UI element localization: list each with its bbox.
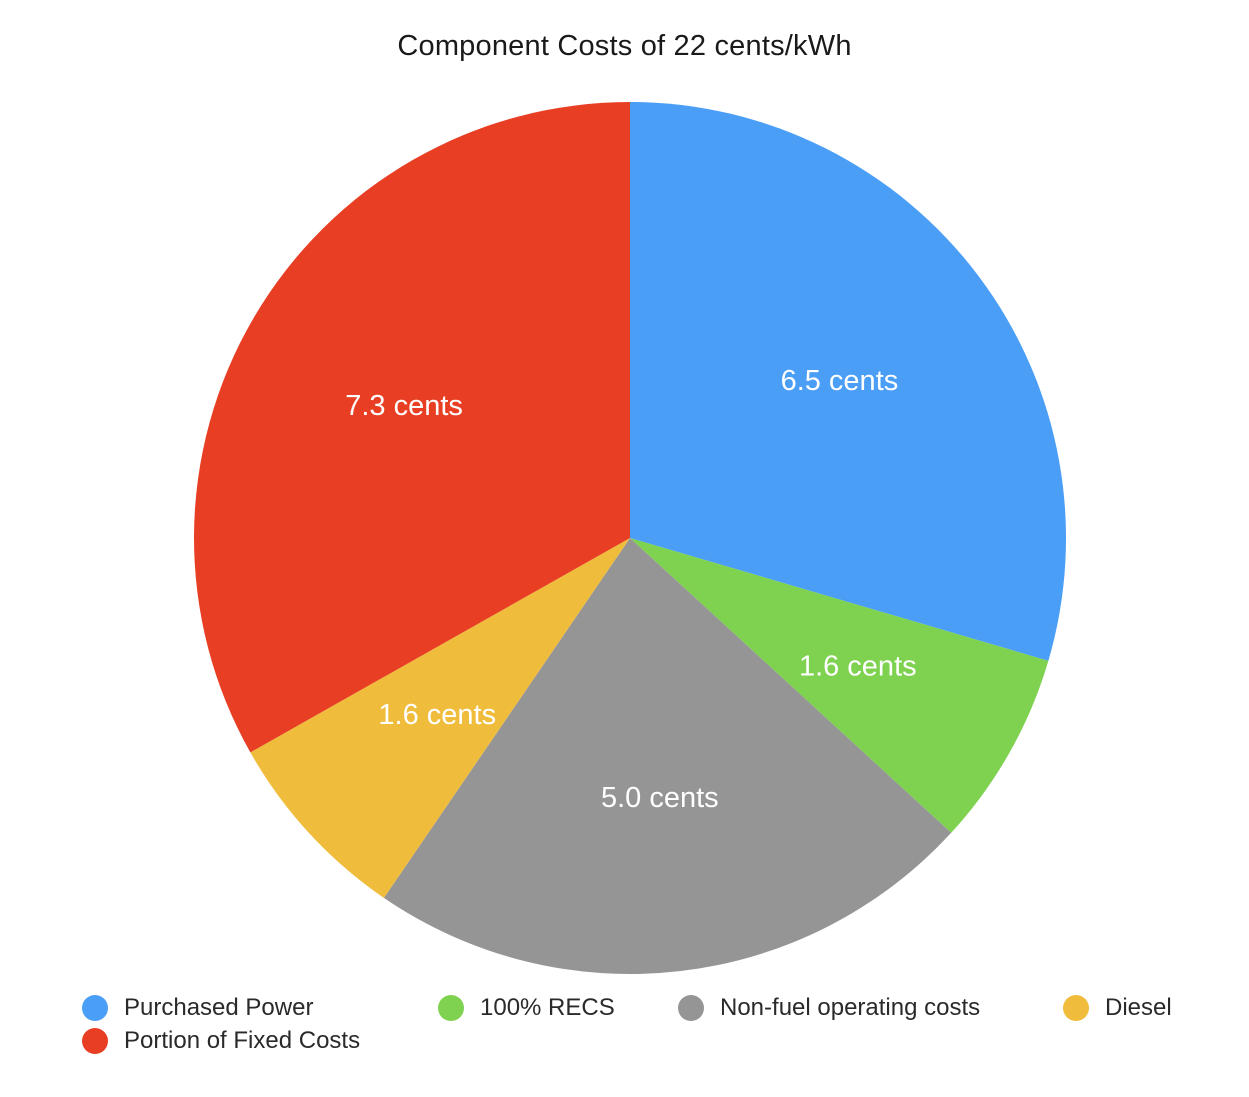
legend-label: Portion of Fixed Costs bbox=[124, 1027, 361, 1054]
pie-slices bbox=[194, 101, 1066, 974]
legend-swatch bbox=[82, 1028, 108, 1054]
legend-item-non-fuel: Non-fuel operating costs bbox=[678, 994, 980, 1022]
legend-swatch bbox=[1063, 995, 1089, 1021]
pie-labels: 6.5 cents 1.6 cents 5.0 cents 1.6 cents 7.3 … bbox=[345, 365, 916, 814]
chart-title: Component Costs of 22 cents/kWh bbox=[397, 30, 852, 62]
legend-item-fixed-costs: Portion of Fixed Costs bbox=[82, 1027, 360, 1055]
slice-value-label: 5.0 cents bbox=[601, 782, 719, 814]
pie-slice-100-recs bbox=[630, 538, 1049, 833]
slice-value-label: 1.6 cents bbox=[799, 651, 917, 683]
pie-slice-non-fuel-operating-costs bbox=[383, 538, 952, 974]
pie-slice-portion-of-fixed-costs bbox=[194, 101, 630, 753]
legend-label: 100% RECS bbox=[480, 994, 615, 1021]
legend-label: Non-fuel operating costs bbox=[720, 994, 981, 1021]
legend-label: Purchased Power bbox=[124, 994, 314, 1021]
legend-swatch bbox=[678, 995, 704, 1021]
slice-value-label: 6.5 cents bbox=[781, 365, 899, 397]
slice-value-label: 1.6 cents bbox=[378, 699, 496, 731]
pie-slice-diesel bbox=[250, 538, 630, 898]
legend-swatch bbox=[438, 995, 464, 1021]
slice-value-label: 7.3 cents bbox=[345, 390, 463, 422]
legend-item-recs: 100% RECS bbox=[438, 994, 615, 1022]
pie-chart: 6.5 cents 1.6 cents 5.0 cents 1.6 cents 7.3 … bbox=[194, 101, 1066, 974]
legend-item-purchased-power: Purchased Power bbox=[82, 994, 313, 1022]
legend-swatch bbox=[82, 995, 108, 1021]
legend-item-diesel: Diesel bbox=[1063, 994, 1172, 1022]
pie-slice-purchased-power bbox=[630, 102, 1066, 661]
legend-label: Diesel bbox=[1105, 994, 1172, 1021]
